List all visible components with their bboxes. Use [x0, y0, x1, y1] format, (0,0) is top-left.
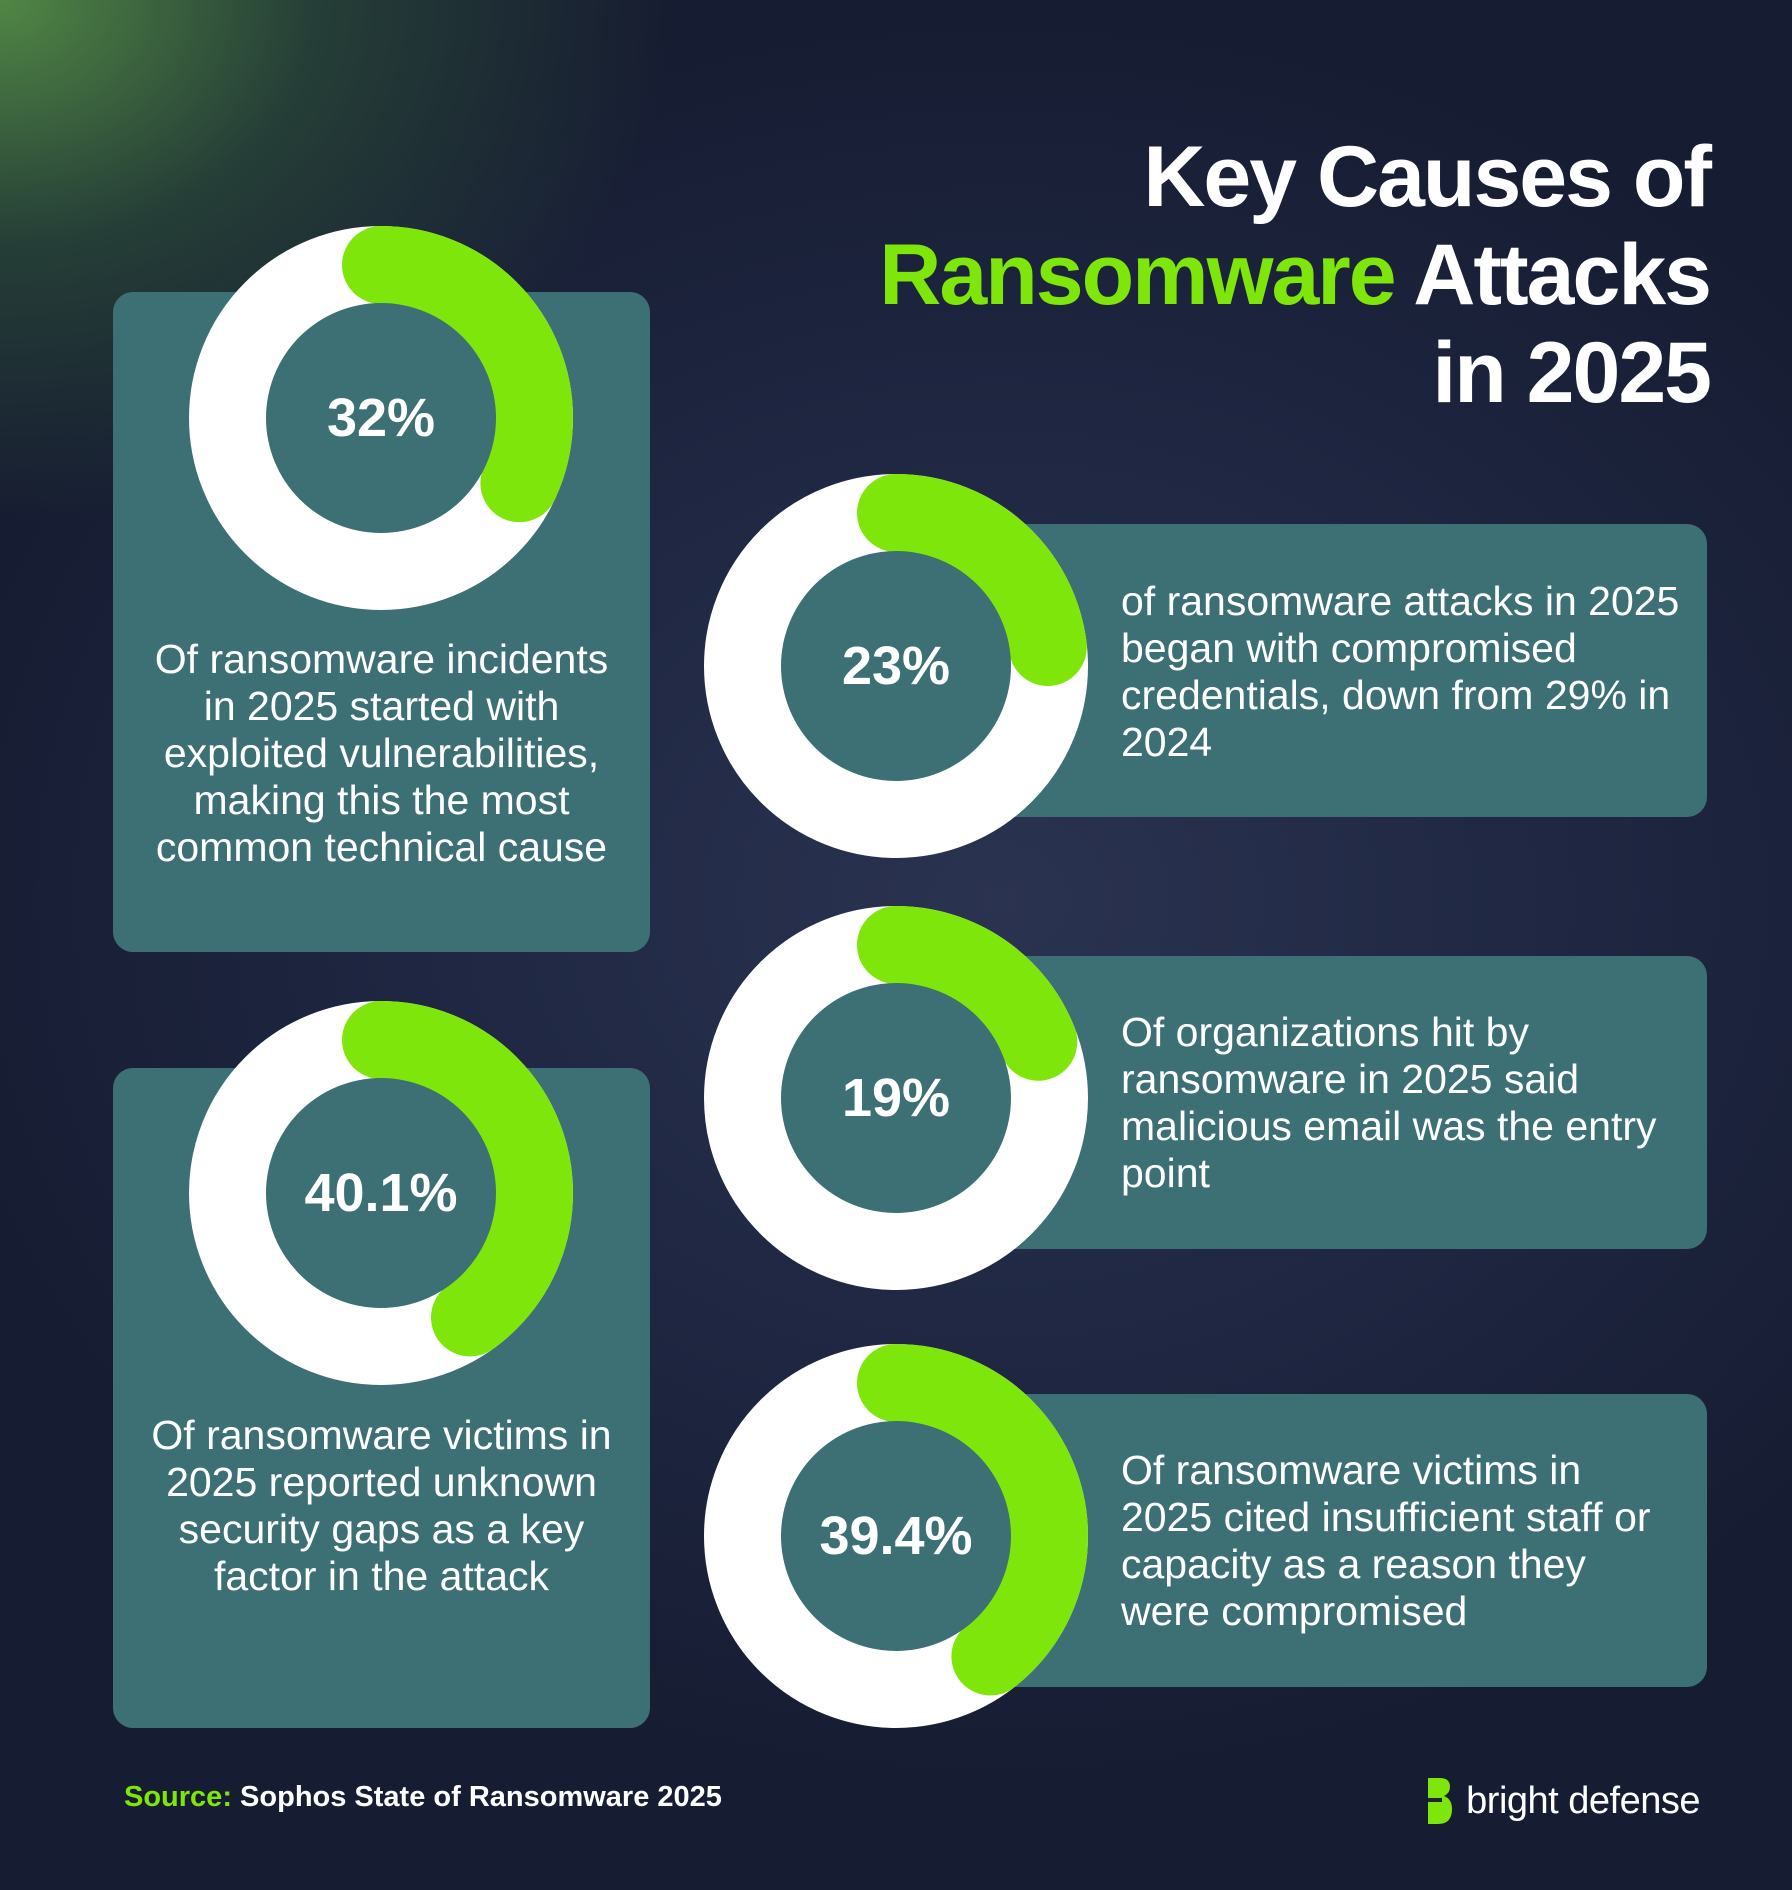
donut-center	[781, 1421, 1011, 1651]
donut-value-label: 39.4%	[819, 1506, 973, 1566]
donut-value-label: 19%	[841, 1068, 951, 1128]
stat-description: Of organizations hit by ransomware in 20…	[1121, 1009, 1657, 1196]
donut-svg	[704, 474, 1088, 858]
donut-svg	[189, 1001, 573, 1385]
brand-logo: bright defense	[1424, 1776, 1700, 1826]
donut-value-arc	[189, 1001, 573, 1385]
donut-center	[266, 303, 496, 533]
donut-chart-compromised-credentials: 23%	[703, 473, 1089, 859]
brand-name: bright defense	[1466, 1779, 1700, 1822]
donut-value-arc	[704, 1344, 1088, 1728]
title-line-2: Ransomware Attacks	[710, 226, 1712, 324]
donut-chart-insufficient-staff: 39.4%	[703, 1343, 1089, 1729]
title-line-3: in 2025	[1432, 325, 1712, 421]
stat-description: of ransomware attacks in 2025 began with…	[1121, 578, 1680, 765]
stat-description: Of ransomware incidents in 2025 started …	[154, 636, 609, 870]
donut-chart-unknown-security-gaps: 40.1%	[188, 1000, 574, 1386]
donut-chart-malicious-email: 19%	[703, 905, 1089, 1291]
donut-center	[781, 551, 1011, 781]
donut-svg	[704, 906, 1088, 1290]
donut-center	[781, 983, 1011, 1213]
donut-svg	[704, 1344, 1088, 1728]
donut-value-arc	[189, 226, 573, 610]
page-title: Key Causes of Ransomware Attacks in 2025	[710, 128, 1712, 422]
stat-description: Of ransomware victims in 2025 reported u…	[151, 1412, 612, 1599]
donut-chart-exploited-vulnerabilities: 32%	[188, 225, 574, 611]
donut-center	[266, 1078, 496, 1308]
title-line-2-rest: Attacks	[1394, 227, 1712, 323]
donut-value-arc	[704, 474, 1088, 858]
donut-value-label: 23%	[841, 636, 951, 696]
donut-value-label: 40.1%	[304, 1163, 458, 1223]
stat-description: Of ransomware victims in 2025 cited insu…	[1121, 1447, 1651, 1634]
bright-defense-logo-icon	[1428, 1778, 1453, 1824]
source-citation: Source: Sophos State of Ransomware 2025	[124, 1781, 722, 1814]
donut-svg	[189, 226, 573, 610]
donut-value-arc	[704, 906, 1088, 1290]
source-label: Source:	[124, 1781, 232, 1813]
donut-value-label: 32%	[326, 388, 436, 448]
source-text: Sophos State of Ransomware 2025	[231, 1781, 722, 1813]
title-highlight: Ransomware	[879, 227, 1396, 323]
title-line-1: Key Causes of	[1143, 129, 1712, 225]
